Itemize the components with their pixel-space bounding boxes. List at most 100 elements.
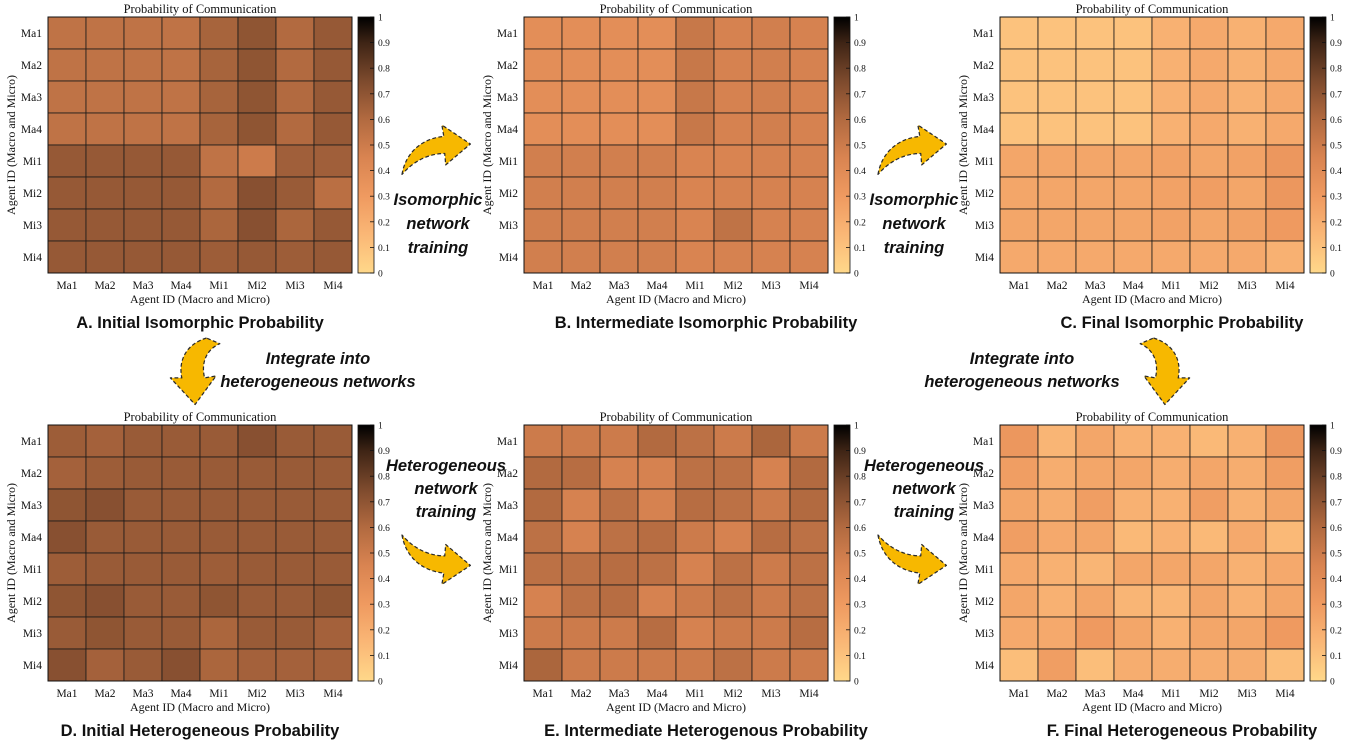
x-tick-label: Mi2 [723, 280, 742, 292]
heatmap-cell [1113, 488, 1153, 522]
heatmap-cell [999, 584, 1039, 618]
colorbar-tick-label: 1 [378, 14, 383, 24]
heatmap-cell [999, 112, 1039, 146]
heatmap-cell [161, 16, 201, 50]
heatmap-cell [1075, 424, 1115, 458]
x-tick-label: Ma4 [170, 688, 191, 700]
chart-title: Probability of Communication [600, 2, 754, 16]
heatmap-cell [637, 616, 677, 650]
x-tick-label: Ma1 [532, 280, 553, 292]
heatmap-cell [675, 488, 715, 522]
curved-arrow-icon [169, 337, 221, 406]
heatmap-cell [789, 520, 829, 554]
colorbar-tick-label: 1 [378, 422, 383, 432]
heatmap-cell [1227, 208, 1267, 242]
heatmap-cell [1227, 648, 1267, 682]
heatmap-cell [713, 144, 753, 178]
y-tick-label: Ma3 [21, 92, 42, 104]
heatmap-cell [313, 584, 353, 618]
heatmap-cell [1151, 48, 1191, 82]
heatmap-cell [713, 176, 753, 210]
x-tick-label: Ma4 [170, 280, 191, 292]
heatmap-cell [47, 424, 87, 458]
heatmap-cell [523, 488, 563, 522]
y-axis-label: Agent ID (Macro and Micro) [956, 483, 970, 623]
heatmap-cell [1227, 616, 1267, 650]
heatmap-cell [161, 552, 201, 586]
heatmap-panel: Probability of Communication Ma1 Ma2 Ma3 Ma4… [956, 410, 1342, 740]
heatmap-cell [1037, 144, 1077, 178]
heatmap-cell [1265, 48, 1305, 82]
heatmap-cell [713, 80, 753, 114]
arrow-text: training [894, 503, 955, 521]
heatmap-cell [523, 80, 563, 114]
y-tick-label: Ma2 [973, 60, 994, 72]
heatmap-cell [47, 520, 87, 554]
y-tick-label: Ma3 [21, 500, 42, 512]
heatmap-cell [751, 488, 791, 522]
heatmap-cell [199, 112, 239, 146]
heatmap-cell [599, 616, 639, 650]
heatmap-cell [237, 208, 277, 242]
heatmap-cell [123, 616, 163, 650]
heatmap-cell [161, 520, 201, 554]
heatmap-cell [675, 16, 715, 50]
heatmap-cell [561, 112, 601, 146]
heatmap-cell [999, 424, 1039, 458]
arrow-text: network [406, 215, 470, 233]
y-tick-label: Ma2 [497, 468, 518, 480]
heatmap-cell [161, 144, 201, 178]
heatmap-cell [751, 144, 791, 178]
heatmap-cell [313, 456, 353, 490]
heatmap-cell [751, 616, 791, 650]
heatmap-cell [161, 80, 201, 114]
heatmap-cell [675, 144, 715, 178]
heatmap-cell [199, 80, 239, 114]
plot-frame [523, 424, 829, 682]
heatmap-cell [1151, 112, 1191, 146]
heatmap-cell [123, 240, 163, 274]
heatmap-cell [1265, 240, 1305, 274]
arrow-text: network [882, 215, 946, 233]
heatmap-cell [675, 112, 715, 146]
x-tick-label: Mi4 [799, 280, 818, 292]
x-tick-label: Mi1 [209, 688, 228, 700]
heatmap-cell [123, 144, 163, 178]
heatmap-cell [1113, 80, 1153, 114]
heatmap-cell [637, 16, 677, 50]
heatmap-cell [713, 424, 753, 458]
colorbar-tick-label: 0 [854, 678, 859, 688]
heatmap-cell [1265, 616, 1305, 650]
heatmap-cell [161, 648, 201, 682]
heatmap-cell [1151, 616, 1191, 650]
heatmap-cell [275, 208, 315, 242]
heatmap-cell [523, 112, 563, 146]
heatmap-cell [523, 240, 563, 274]
heatmap-cell [1075, 616, 1115, 650]
heatmap-cell [1113, 144, 1153, 178]
heatmap-cell [599, 456, 639, 490]
heatmap-cell [1227, 552, 1267, 586]
x-tick-label: Mi3 [761, 280, 780, 292]
x-tick-label: Mi2 [247, 688, 266, 700]
x-tick-label: Ma2 [1046, 688, 1067, 700]
heatmap-cell [237, 80, 277, 114]
heatmap-cell [313, 616, 353, 650]
y-tick-label: Ma2 [21, 60, 42, 72]
heatmap-cell [123, 176, 163, 210]
heatmap-cell [1151, 144, 1191, 178]
x-tick-label: Ma3 [1084, 688, 1105, 700]
arrow-text: heterogeneous networks [220, 373, 415, 391]
heatmap-cell [1265, 584, 1305, 618]
heatmap-cell [751, 16, 791, 50]
heatmap-cell [123, 648, 163, 682]
heatmap-cell [1151, 488, 1191, 522]
colorbar-tick-label: 0.1 [378, 652, 390, 662]
arrow-text: Integrate into [970, 350, 1075, 368]
colorbar-tick-label: 0.6 [378, 116, 390, 126]
heatmap-cell [237, 48, 277, 82]
colorbar-tick-label: 0.5 [378, 550, 390, 560]
colorbar-tick-label: 0.7 [854, 498, 866, 508]
y-tick-label: Ma1 [497, 28, 518, 40]
y-tick-label: Ma2 [21, 468, 42, 480]
